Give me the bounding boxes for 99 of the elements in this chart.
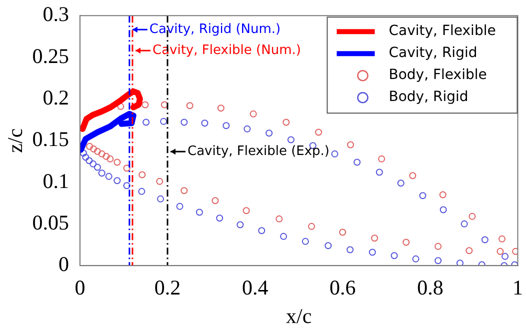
point [196, 208, 203, 216]
point [511, 261, 518, 266]
point [466, 247, 473, 254]
point [236, 221, 244, 228]
point [315, 128, 322, 136]
point [176, 202, 184, 210]
point [201, 120, 208, 127]
point [138, 171, 146, 178]
point [346, 246, 354, 254]
point [419, 192, 426, 200]
point [114, 158, 121, 166]
point [440, 206, 447, 214]
point [502, 252, 509, 260]
point [498, 235, 506, 242]
point [412, 255, 420, 262]
y-tick-label: 0.3 [42, 2, 69, 26]
point [376, 168, 383, 176]
point [282, 118, 290, 126]
point [90, 145, 98, 152]
point [368, 248, 376, 256]
point [434, 242, 442, 250]
point [397, 180, 404, 187]
point [439, 191, 446, 198]
y-tick-label: 0.1 [42, 168, 69, 193]
point [123, 164, 130, 172]
point [266, 130, 273, 137]
ref-line-label: Cavity, Rigid (Num.) [149, 22, 281, 37]
x-tick-label: 1 [512, 276, 523, 300]
legend-label: Body, Rigid [388, 89, 468, 106]
point [280, 232, 288, 240]
point [186, 102, 194, 110]
point [160, 118, 168, 125]
point [434, 257, 442, 264]
point [212, 197, 219, 204]
point [460, 220, 468, 228]
point [138, 188, 146, 195]
x-tick-label: 0.8 [417, 276, 444, 300]
ref-line-label: Cavity, Flexible (Exp.) [188, 144, 330, 159]
point [512, 248, 518, 255]
point [287, 136, 294, 144]
point [242, 207, 250, 214]
ref-line-label: Cavity, Flexible (Num.) [152, 42, 301, 58]
point [308, 222, 316, 230]
point [496, 248, 504, 255]
y-tick-label: 0 [58, 252, 69, 276]
point [216, 214, 224, 222]
point [390, 252, 398, 260]
point [94, 148, 101, 155]
point [378, 155, 386, 162]
x-tick-label: 0.2 [154, 276, 181, 300]
point [354, 158, 361, 166]
point [105, 172, 112, 180]
point [244, 125, 251, 132]
point [481, 236, 488, 244]
point [276, 215, 283, 222]
point [222, 122, 230, 130]
point [102, 152, 110, 160]
point [258, 227, 266, 234]
point [331, 150, 338, 158]
y-tick-label: 0.15 [32, 127, 69, 152]
y-tick-label: 0.25 [32, 44, 69, 68]
point [339, 228, 346, 236]
point [98, 150, 106, 158]
point [106, 155, 114, 162]
point [468, 212, 476, 220]
x-tick-label: 0.4 [242, 276, 269, 300]
legend-label: Body, Flexible [388, 67, 487, 84]
point [98, 170, 106, 177]
x-tick-label: 0 [74, 276, 86, 300]
point [114, 177, 121, 184]
point [86, 142, 94, 150]
point [180, 118, 188, 126]
point [90, 160, 97, 168]
y-axis-title: z/c [3, 128, 28, 153]
legend-label: Cavity, Rigid [388, 45, 478, 62]
x-tick-label: 0.6 [330, 276, 356, 300]
point [409, 172, 416, 180]
y-tick-label: 0.2 [42, 85, 69, 110]
point [180, 187, 188, 194]
point [302, 238, 309, 245]
point [82, 154, 90, 161]
point [94, 164, 101, 171]
point [371, 234, 378, 242]
y-tick-label: 0.05 [32, 210, 69, 234]
point [86, 157, 93, 164]
point [456, 260, 464, 266]
point [142, 118, 150, 126]
point [402, 238, 410, 246]
point [123, 182, 130, 190]
point [217, 104, 224, 112]
point [157, 195, 164, 202]
point [156, 178, 164, 185]
legend-label: Cavity, Flexible [388, 23, 496, 40]
point [250, 110, 257, 118]
point [160, 101, 168, 108]
point [324, 242, 332, 250]
x-axis-title: x/c [286, 304, 312, 328]
point [347, 141, 354, 148]
point [142, 101, 149, 108]
